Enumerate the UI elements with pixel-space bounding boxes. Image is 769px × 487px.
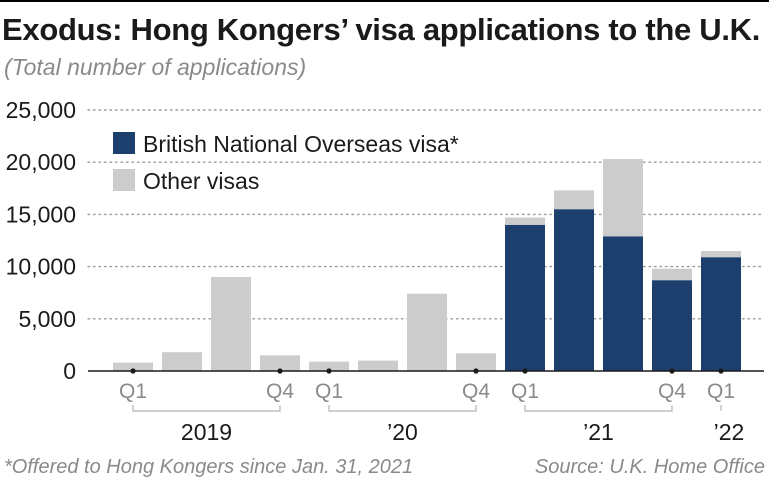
y-tick-label: 0 [63,358,76,384]
bar-other [113,362,153,371]
quarter-label: Q1 [315,380,343,403]
bar-other [603,159,643,237]
quarter-label: Q1 [119,380,147,403]
source-note: Source: U.K. Home Office [534,456,765,478]
bar-other [407,293,447,371]
bar-other [260,355,300,371]
quarter-label: Q4 [266,380,294,403]
quarter-label: Q4 [658,380,686,403]
bar-other [652,268,692,281]
year-bracket [524,405,673,412]
quarter-label: Q4 [462,380,490,403]
chart-subtitle: (Total number of applications) [4,54,307,80]
top-rule [0,0,769,2]
quarter-label: Q1 [511,380,539,403]
legend-swatch-bno [113,132,135,154]
x-tick-dot [718,368,724,374]
year-bracket [328,405,477,412]
quarter-label: Q1 [707,380,735,403]
y-tick-label: 20,000 [6,149,76,175]
x-tick-dot [326,368,332,374]
bar-bno [701,257,741,371]
bar-bno [505,224,545,371]
y-tick-label: 25,000 [6,97,76,123]
bar-other [554,190,594,210]
x-tick-dot [669,368,675,374]
bar-bno [554,209,594,371]
bar-bno [652,280,692,371]
bar-other [701,250,741,258]
bar-other [505,217,545,225]
bars [113,159,741,371]
y-tick-label: 10,000 [6,254,76,280]
y-tick-label: 5,000 [18,306,76,332]
year-label: 2019 [181,419,232,445]
legend-swatch-other [113,169,135,191]
bar-other [309,361,349,371]
legend: British National Overseas visa* Other vi… [113,131,459,194]
legend-label-other: Other visas [143,168,259,194]
x-tick-dot [522,368,528,374]
bar-bno [603,236,643,371]
bar-other [358,360,398,371]
chart-title: Exodus: Hong Kongers’ visa applications … [2,12,761,47]
x-tick-dot [130,368,136,374]
footnote: *Offered to Hong Kongers since Jan. 31, … [4,456,414,478]
y-tick-label: 15,000 [6,201,76,227]
bar-other [211,277,251,371]
legend-label-bno: British National Overseas visa* [143,131,459,157]
x-tick-dot [473,368,479,374]
y-axis-ticks: 0 5,000 10,000 15,000 20,000 25,000 [6,97,76,384]
x-axis: Q1 Q4 Q1 Q4 Q1 Q4 Q1 2019 ’20 ’21 ’22 [88,368,764,445]
year-label: ’21 [583,419,614,445]
year-label: ’20 [387,419,418,445]
year-bracket [132,405,281,412]
year-label: ’22 [714,419,745,445]
bar-other [162,352,202,371]
x-tick-dot [277,368,283,374]
bar-other [456,353,496,371]
